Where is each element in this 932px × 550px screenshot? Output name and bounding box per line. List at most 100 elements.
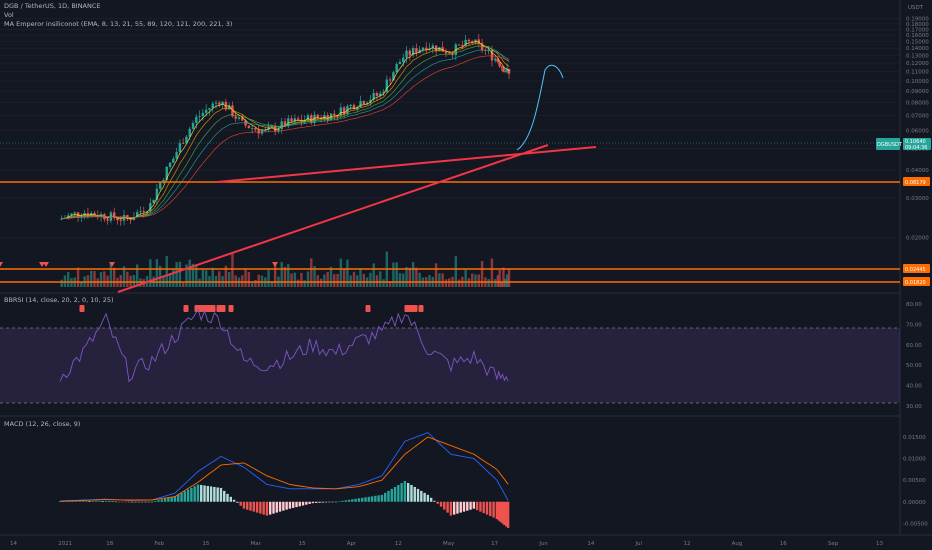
- price-tick-label: 0.17000: [906, 27, 929, 33]
- time-axis[interactable]: 14 2021 18 Feb 15 Mar 15 Apr 12 May 17 Jun 14 Jul 12 Au…: [10, 541, 883, 547]
- projection-path[interactable]: [516, 64, 564, 151]
- rsi-tick-label: 80.00: [906, 302, 922, 308]
- volume-bar: [224, 265, 228, 287]
- candle-body: [375, 92, 379, 96]
- volume-bar: [359, 268, 362, 287]
- rsi-legend[interactable]: BBRSI (14, close, 20, 2, 0, 10, 25): [4, 296, 114, 304]
- upper-trendline[interactable]: [216, 146, 597, 183]
- candle-body: [398, 62, 402, 65]
- candle-body: [336, 114, 339, 116]
- volume-bar: [428, 275, 431, 287]
- rsi-tick-label: 40.00: [906, 384, 922, 390]
- volume-bar: [507, 269, 511, 287]
- volume-bar: [195, 265, 198, 287]
- candle-body: [132, 217, 136, 221]
- macd-histogram-bar: [209, 486, 213, 502]
- volume-bar: [201, 269, 205, 287]
- volume-bar: [372, 263, 375, 287]
- volume-bar: [93, 270, 96, 287]
- ma-legend[interactable]: MA Emperor insiliconot (EMA, 8, 13, 21, …: [4, 20, 233, 28]
- candle-body: [129, 219, 132, 221]
- macd-histogram-bar: [298, 501, 301, 507]
- volume-bar: [395, 262, 398, 287]
- grid-lines: [0, 18, 900, 238]
- volume-legend[interactable]: Vol: [4, 11, 14, 19]
- candle-body: [277, 128, 280, 132]
- candle-body: [112, 212, 116, 218]
- time-tick-label: 16: [780, 541, 787, 547]
- macd-histogram-bar: [380, 494, 384, 502]
- time-tick-label: May: [443, 541, 455, 547]
- volume-bar: [313, 266, 316, 287]
- candle-body: [165, 166, 168, 181]
- ascending-trendline[interactable]: [117, 144, 549, 293]
- rsi-tick-label: 70.00: [906, 322, 922, 328]
- candle-body: [185, 136, 188, 144]
- currency-label: USDT: [908, 5, 924, 11]
- volume-bar: [418, 272, 421, 287]
- macd-histogram-bar: [108, 501, 111, 502]
- macd-histogram-bar: [124, 501, 127, 503]
- macd-histogram-bar: [163, 498, 167, 502]
- macd-histogram-bar: [200, 484, 203, 502]
- volume-bar: [119, 275, 122, 287]
- macd-legend[interactable]: MACD (12, 26, close, 9): [4, 420, 81, 428]
- volume-bar: [326, 271, 329, 287]
- candle-body: [408, 50, 412, 56]
- macd-histogram-bar: [318, 501, 321, 503]
- level1-badge: [903, 177, 930, 186]
- candle-body: [106, 219, 109, 221]
- time-tick-label: Sep: [828, 541, 839, 547]
- sell-signal-marker: [418, 305, 424, 312]
- macd-histogram-bar: [429, 497, 433, 502]
- price-tick-label: 0.07000: [906, 114, 929, 120]
- symbol-title[interactable]: DGB / TetherUS, 1D, BINANCE: [4, 2, 101, 10]
- candle-body: [316, 114, 320, 118]
- volume-bar: [411, 261, 415, 287]
- volume-bar: [126, 271, 129, 287]
- volume-bar: [178, 261, 182, 287]
- macd-histogram-bar: [439, 501, 443, 507]
- price-axis[interactable]: 0.190000.180000.170000.160000.150000.140…: [903, 17, 929, 528]
- macd-histogram-bar: [85, 501, 88, 502]
- macd-histogram-bar: [272, 501, 275, 514]
- macd-histogram-bar: [472, 501, 476, 509]
- macd-histogram-bar: [147, 501, 150, 503]
- volume-bar: [283, 266, 287, 287]
- macd-histogram-bar: [413, 486, 416, 502]
- macd-histogram-bar: [196, 484, 200, 502]
- sell-signal-marker: [404, 305, 410, 312]
- volume-bar: [375, 275, 379, 287]
- macd-histogram-bar: [236, 501, 239, 503]
- volume-bar: [408, 267, 412, 287]
- macd-histogram-bar: [58, 501, 62, 502]
- candle-body: [395, 64, 398, 73]
- volume-bar: [267, 270, 270, 287]
- volume-bar: [454, 256, 458, 287]
- macd-histogram-bar: [295, 501, 298, 508]
- volume-bar: [464, 269, 467, 287]
- macd-histogram-bar: [406, 482, 410, 502]
- candle-body: [198, 115, 201, 117]
- macd-tick-label: 0.01000: [903, 457, 926, 463]
- volume-bar: [306, 271, 310, 287]
- volume-bar: [211, 267, 214, 287]
- macd-histogram-bar: [364, 497, 367, 502]
- price-tick-label: 0.09000: [906, 89, 929, 95]
- sell-signal-marker: [365, 305, 371, 312]
- volume-bar: [500, 281, 503, 287]
- volume-bar: [185, 264, 188, 287]
- volume-bar: [103, 271, 106, 287]
- candle-body: [369, 99, 372, 103]
- macd-histogram-bar: [459, 501, 462, 513]
- candle-body: [385, 79, 389, 93]
- macd-series: [58, 432, 510, 528]
- time-tick-label: 2021: [58, 541, 72, 547]
- macd-histogram-bar: [94, 501, 98, 502]
- candle-body: [139, 211, 142, 213]
- candle-body: [415, 48, 418, 54]
- macd-histogram-bar: [446, 501, 449, 513]
- candle-body: [313, 114, 316, 123]
- volume-bar: [135, 264, 139, 287]
